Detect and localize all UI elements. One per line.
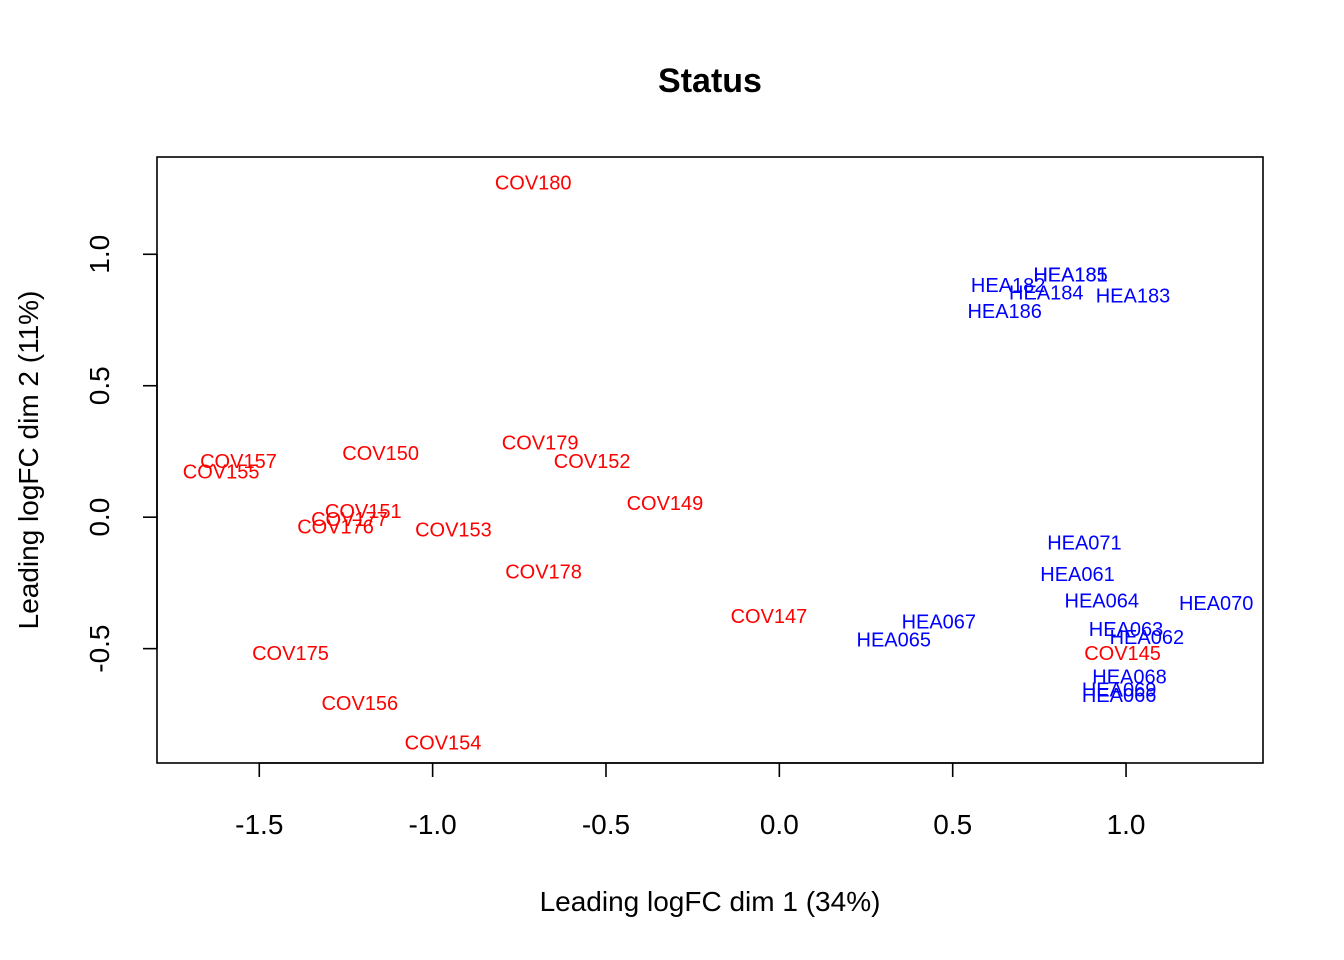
point-label-hea183: HEA183	[1096, 285, 1171, 307]
point-label-hea070: HEA070	[1179, 593, 1254, 615]
point-label-cov156: COV156	[321, 693, 398, 715]
point-label-cov176: COV176	[297, 517, 374, 539]
y-axis: -0.5 0.0 0.5 1.0	[84, 235, 158, 673]
point-label-hea182: HEA182	[971, 275, 1046, 297]
x-axis: -1.5 -1.0 -0.5 0.0 0.5 1.0	[235, 762, 1146, 840]
x-tick-label: 0.5	[933, 809, 972, 840]
x-axis-label: Leading logFC dim 1 (34%)	[540, 886, 881, 917]
point-label-hea185: HEA185	[1033, 264, 1108, 286]
x-tick-label: -0.5	[582, 809, 630, 840]
point-label-hea065: HEA065	[857, 630, 932, 652]
point-label-cov178: COV178	[505, 561, 582, 583]
point-label-cov152: COV152	[554, 451, 631, 473]
point-label-cov179: COV179	[502, 433, 579, 455]
y-tick-label: 1.0	[84, 235, 115, 274]
point-label-hea067: HEA067	[902, 611, 977, 633]
point-label-hea186: HEA186	[967, 301, 1042, 323]
point-label-cov154: COV154	[405, 732, 482, 754]
point-label-hea184: HEA184	[1009, 283, 1084, 305]
x-tick-label: 1.0	[1107, 809, 1146, 840]
point-label-hea066: HEA066	[1082, 685, 1157, 707]
point-label-cov145: COV145	[1084, 643, 1161, 665]
y-tick-label: 0.5	[84, 366, 115, 405]
point-label-cov155: COV155	[183, 461, 260, 483]
point-label-hea062: HEA062	[1110, 627, 1185, 649]
x-tick-label: -1.5	[235, 809, 283, 840]
point-label-cov151: COV151	[325, 501, 402, 523]
point-label-hea063: HEA063	[1089, 619, 1164, 641]
y-tick-label: 0.0	[84, 498, 115, 537]
chart-title: Status	[658, 62, 762, 100]
point-label-cov157: COV157	[200, 451, 277, 473]
x-tick-label: 0.0	[760, 809, 799, 840]
point-label-cov147: COV147	[731, 606, 808, 628]
point-label-hea061: HEA061	[1040, 564, 1115, 586]
point-label-hea064: HEA064	[1065, 590, 1140, 612]
point-label-cov177: COV177	[311, 509, 388, 531]
point-label-hea068: HEA068	[1092, 667, 1167, 689]
point-label-cov150: COV150	[342, 443, 419, 465]
point-label-cov149: COV149	[627, 493, 704, 515]
point-label-hea071: HEA071	[1047, 532, 1122, 554]
point-label-hea069: HEA069	[1082, 680, 1157, 702]
y-axis-label: Leading logFC dim 2 (11%)	[13, 291, 44, 630]
point-label-cov153: COV153	[415, 519, 492, 541]
point-label-hea181: HEA181	[1033, 264, 1108, 286]
point-label-cov175: COV175	[252, 643, 329, 665]
y-tick-label: -0.5	[84, 625, 115, 673]
point-label-cov180: COV180	[495, 172, 572, 194]
x-tick-label: -1.0	[409, 809, 457, 840]
